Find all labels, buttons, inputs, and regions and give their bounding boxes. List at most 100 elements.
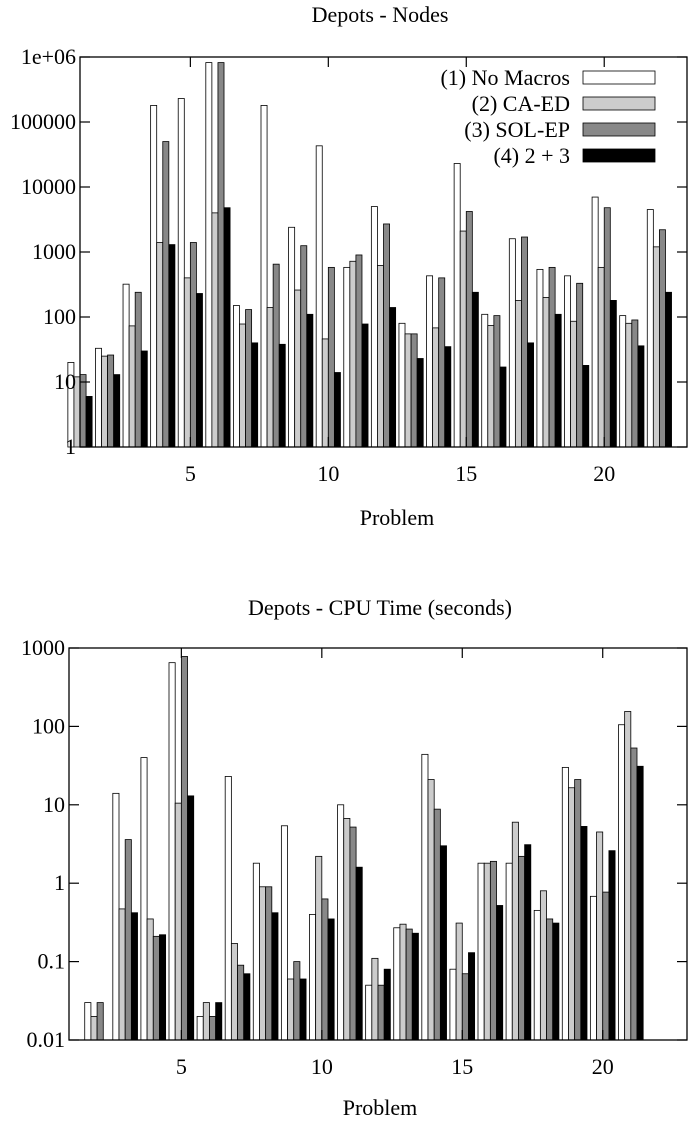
bar xyxy=(487,325,495,448)
bar xyxy=(259,886,267,1041)
bar xyxy=(122,283,130,448)
bar xyxy=(608,850,616,1041)
bar xyxy=(361,323,369,448)
bar xyxy=(134,291,142,448)
y-axis: 1 10 100 1000 10000 100000 1e+06 xyxy=(10,44,687,459)
bar xyxy=(230,943,238,1041)
bar xyxy=(602,891,610,1041)
legend-label: (4) 2 + 3 xyxy=(493,143,570,168)
bar xyxy=(233,305,240,448)
bar xyxy=(243,973,251,1041)
bar xyxy=(370,206,378,448)
x-tick-label: 10 xyxy=(317,461,339,486)
bar xyxy=(294,289,302,448)
bar xyxy=(343,266,351,448)
bar xyxy=(554,313,562,448)
bar xyxy=(174,802,182,1041)
bar xyxy=(217,62,225,448)
bar xyxy=(196,293,203,448)
y-tick-label: 10 xyxy=(54,369,76,394)
bar xyxy=(438,277,446,448)
bar xyxy=(162,141,170,448)
bar xyxy=(211,212,219,448)
x-tick-label: 15 xyxy=(455,461,477,486)
x-tick-label: 15 xyxy=(451,1054,473,1079)
bar xyxy=(561,766,569,1041)
bar xyxy=(223,207,231,448)
bar xyxy=(371,957,379,1041)
bar xyxy=(209,1016,217,1041)
bar xyxy=(521,236,528,448)
legend-swatch xyxy=(582,148,656,163)
bar xyxy=(150,105,158,448)
bar xyxy=(444,346,452,448)
y-tick-label: 10000 xyxy=(21,174,76,199)
x-axis-label: Problem xyxy=(360,505,435,530)
bar xyxy=(432,327,440,448)
bar xyxy=(107,354,115,448)
bar xyxy=(546,918,554,1041)
bar xyxy=(524,844,532,1041)
bar xyxy=(433,808,441,1041)
bar xyxy=(168,662,176,1041)
y-tick-label: 100000 xyxy=(10,109,76,134)
bar xyxy=(389,307,397,448)
bar xyxy=(278,343,286,448)
legend-swatch xyxy=(582,70,656,85)
bar xyxy=(85,396,93,448)
bar xyxy=(580,826,588,1041)
bar xyxy=(481,313,489,448)
bar xyxy=(542,297,550,448)
bar xyxy=(90,1016,98,1041)
bar xyxy=(156,242,164,448)
bar xyxy=(187,795,195,1041)
bar xyxy=(421,753,429,1041)
chart-title: Depots - Nodes xyxy=(312,2,449,27)
bar xyxy=(631,319,639,448)
bar xyxy=(299,978,307,1041)
bar xyxy=(237,964,245,1041)
bar xyxy=(518,855,526,1041)
bars-layer xyxy=(67,62,672,448)
bar xyxy=(455,922,463,1041)
bar xyxy=(315,855,323,1041)
x-tick-label: 10 xyxy=(311,1054,333,1079)
bar xyxy=(439,845,447,1041)
bar xyxy=(468,952,476,1041)
bar xyxy=(508,238,516,448)
bar xyxy=(327,266,335,448)
bar xyxy=(511,821,519,1041)
bar xyxy=(300,245,308,448)
bar xyxy=(665,291,672,448)
bar xyxy=(152,935,160,1041)
bar xyxy=(493,315,501,448)
bar xyxy=(95,347,102,448)
bar xyxy=(321,338,329,448)
bar xyxy=(398,322,406,448)
bar xyxy=(146,918,154,1041)
bar xyxy=(624,711,632,1041)
bar xyxy=(272,263,280,448)
legend-label: (1) No Macros xyxy=(440,65,570,90)
bar xyxy=(505,862,513,1041)
bar xyxy=(393,927,401,1041)
bar xyxy=(280,825,288,1041)
y-tick-label: 1e+06 xyxy=(21,44,76,69)
bar xyxy=(527,342,534,448)
bar xyxy=(568,787,576,1041)
bar xyxy=(589,895,597,1041)
bar xyxy=(349,260,357,448)
bar xyxy=(101,355,108,448)
legend-label: (3) SOL-EP xyxy=(464,117,570,142)
bar xyxy=(245,309,253,448)
bar xyxy=(548,266,556,448)
bar xyxy=(315,145,323,448)
bar xyxy=(113,374,121,448)
x-tick-label: 5 xyxy=(185,461,196,486)
bar xyxy=(224,776,232,1041)
bar xyxy=(140,757,148,1041)
bar xyxy=(251,342,259,448)
y-tick-label: 0.01 xyxy=(27,1027,66,1052)
y-axis: 0.01 0.1 1 10 100 1000 xyxy=(21,635,687,1052)
